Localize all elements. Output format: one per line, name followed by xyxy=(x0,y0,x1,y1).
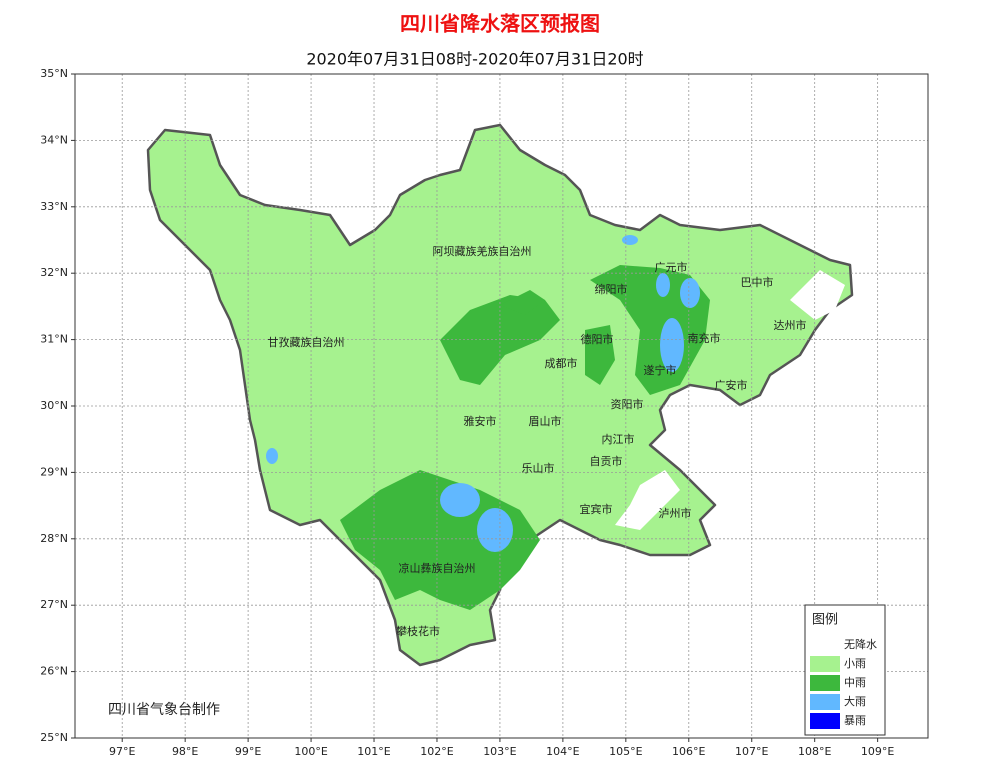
lon-tick-label: 101°E xyxy=(357,745,390,758)
place-label: 阿坝藏族羌族自治州 xyxy=(433,244,532,258)
lat-tick-label: 25°N xyxy=(40,731,68,744)
lat-tick-label: 31°N xyxy=(40,333,68,346)
lon-tick-label: 106°E xyxy=(672,745,705,758)
place-label: 绵阳市 xyxy=(595,282,628,296)
lat-tick-label: 26°N xyxy=(40,665,68,678)
lat-tick-label: 30°N xyxy=(40,399,68,412)
lon-tick-label: 108°E xyxy=(798,745,831,758)
place-label: 自贡市 xyxy=(590,454,623,468)
place-label: 雅安市 xyxy=(464,414,497,428)
lat-tick-label: 29°N xyxy=(40,465,68,478)
place-label: 攀枝花市 xyxy=(396,624,440,638)
lat-tick-label: 28°N xyxy=(40,532,68,545)
place-label: 宜宾市 xyxy=(580,502,613,516)
place-label: 达州市 xyxy=(774,318,807,332)
heavy-rain-areas xyxy=(266,235,700,552)
place-label: 乐山市 xyxy=(522,461,555,475)
lat-tick-label: 33°N xyxy=(40,200,68,213)
legend-swatch xyxy=(810,694,840,710)
place-label: 成都市 xyxy=(545,356,578,370)
place-label: 南充市 xyxy=(688,331,721,345)
lat-tick-label: 32°N xyxy=(40,266,68,279)
title: 四川省降水落区预报图 xyxy=(400,12,600,36)
place-label: 资阳市 xyxy=(611,397,644,411)
map xyxy=(75,73,928,739)
place-label: 泸州市 xyxy=(659,506,692,520)
lon-tick-label: 107°E xyxy=(735,745,768,758)
no-rain-areas xyxy=(615,270,845,530)
credit: 四川省气象台制作 xyxy=(108,702,220,718)
lon-tick-label: 109°E xyxy=(861,745,894,758)
place-label: 遂宁市 xyxy=(644,363,677,377)
lon-tick-label: 97°E xyxy=(109,745,135,758)
legend-swatch xyxy=(810,713,840,729)
legend-swatch xyxy=(810,656,840,672)
place-label: 内江市 xyxy=(602,432,635,446)
lon-tick-label: 104°E xyxy=(546,745,579,758)
lat-tick-label: 35°N xyxy=(40,67,68,80)
lon-tick-label: 102°E xyxy=(420,745,453,758)
lon-tick-label: 99°E xyxy=(235,745,261,758)
place-label: 广元市 xyxy=(655,260,688,274)
lon-tick-label: 105°E xyxy=(609,745,642,758)
lat-tick-label: 34°N xyxy=(40,133,68,146)
subtitle: 2020年07月31日08时-2020年07月31日20时 xyxy=(306,50,643,69)
legend-label: 无降水 xyxy=(844,637,877,651)
legend-label: 小雨 xyxy=(844,657,866,670)
lon-tick-label: 100°E xyxy=(294,745,327,758)
place-label: 广安市 xyxy=(715,378,748,392)
legend-label: 中雨 xyxy=(844,676,866,689)
place-label: 眉山市 xyxy=(529,414,562,428)
place-label: 凉山彝族自治州 xyxy=(399,561,476,575)
legend-label: 暴雨 xyxy=(844,714,866,727)
place-label: 德阳市 xyxy=(581,332,614,346)
legend-swatch xyxy=(810,675,840,691)
place-label: 甘孜藏族自治州 xyxy=(268,335,345,349)
legend-swatch xyxy=(810,637,840,653)
place-label: 巴中市 xyxy=(741,275,774,289)
legend-title: 图例 xyxy=(812,613,838,628)
legend-label: 大雨 xyxy=(844,694,866,708)
lon-tick-label: 98°E xyxy=(172,745,198,758)
lat-tick-label: 27°N xyxy=(40,598,68,611)
lon-tick-label: 103°E xyxy=(483,745,516,758)
